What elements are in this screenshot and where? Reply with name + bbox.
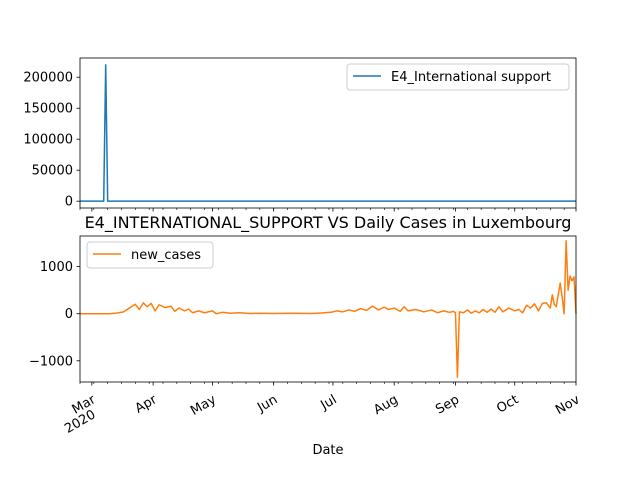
x-tick-label: Jul: [318, 392, 340, 413]
bottom-y-tick-label: 1000: [40, 260, 73, 275]
bottom-axes-frame: [79, 235, 577, 383]
bottom-series-layer: [80, 239, 577, 379]
top-y-tick-label: 50000: [32, 164, 73, 179]
top-legend-label: E4_International support: [391, 70, 551, 85]
top-y-tick-label: 150000: [23, 102, 73, 117]
top-y-tick-label: 200000: [23, 71, 73, 86]
top-legend-box: [346, 63, 570, 91]
bottom-y-tick-label: −1000: [29, 354, 73, 369]
top-x-ticks: [79, 208, 577, 212]
bottom-legend-box: [86, 241, 214, 269]
bottom-legend: new_cases: [86, 241, 214, 269]
top-series-layer: [80, 64, 576, 202]
top-y-ticks: 0 50000 100000 150000 200000: [23, 71, 80, 210]
top-series-line-0: [80, 64, 576, 202]
top-y-tick-label: 0: [65, 195, 73, 210]
bottom-series-line-0: [80, 239, 577, 379]
top-axes-frame: [79, 57, 577, 209]
x-axis-label: Date: [312, 443, 343, 458]
chart-title: E4_INTERNATIONAL_SUPPORT VS Daily Cases …: [85, 213, 572, 233]
top-legend: E4_International support: [346, 63, 570, 91]
bottom-y-ticks: −1000 0 1000: [29, 260, 80, 369]
bottom-legend-label: new_cases: [131, 248, 201, 263]
bottom-y-tick-label: 0: [65, 307, 73, 322]
top-axes: 0 50000 100000 150000 200000 E4_Internationa…: [23, 57, 577, 212]
top-y-tick-label: 100000: [23, 133, 73, 148]
